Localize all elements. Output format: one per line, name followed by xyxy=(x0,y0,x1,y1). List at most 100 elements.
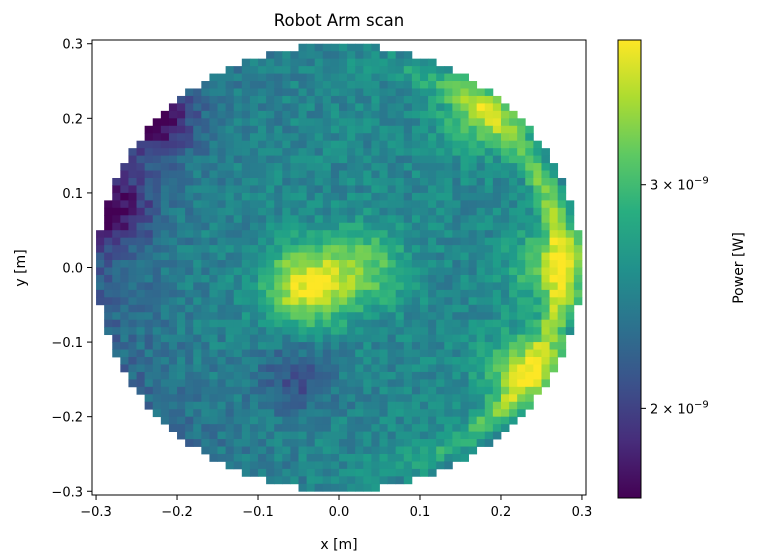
heatmap-cell xyxy=(266,476,275,485)
heatmap-cell xyxy=(193,88,202,97)
heatmap-cell xyxy=(452,81,461,89)
heatmap-cell xyxy=(395,95,405,104)
heatmap-cell xyxy=(314,327,324,336)
heatmap-cell xyxy=(209,342,218,350)
heatmap-cell xyxy=(492,140,502,149)
heatmap-cell xyxy=(363,334,372,343)
heatmap-cell xyxy=(258,319,267,328)
heatmap-cell xyxy=(371,148,380,157)
heatmap-cell xyxy=(185,334,194,343)
heatmap-cell xyxy=(258,163,267,171)
heatmap-cell xyxy=(209,312,218,321)
heatmap-cell xyxy=(476,148,486,157)
heatmap-cell xyxy=(290,51,299,60)
heatmap-cell xyxy=(371,200,380,209)
heatmap-cell xyxy=(411,73,421,82)
heatmap-cell xyxy=(509,379,518,388)
heatmap-cell xyxy=(476,207,486,216)
heatmap-cell xyxy=(233,312,243,321)
heatmap-cell xyxy=(160,327,170,336)
heatmap-cell xyxy=(525,319,534,328)
heatmap-cell xyxy=(266,163,275,171)
heatmap-cell xyxy=(144,230,154,239)
heatmap-cell xyxy=(314,185,324,194)
heatmap-cell xyxy=(298,200,308,209)
heatmap-cell xyxy=(314,453,324,462)
heatmap-cell xyxy=(168,103,178,112)
heatmap-cell xyxy=(266,177,275,186)
heatmap-cell xyxy=(452,401,461,410)
heatmap-cell xyxy=(371,274,380,283)
heatmap-cell xyxy=(411,319,421,328)
heatmap-cell xyxy=(452,207,461,216)
heatmap-cell xyxy=(217,401,227,410)
heatmap-cell xyxy=(241,155,251,164)
heatmap-cell xyxy=(525,274,534,283)
heatmap-cell xyxy=(282,222,291,231)
heatmap-cell xyxy=(233,424,243,432)
heatmap-cell xyxy=(355,200,364,209)
heatmap-cell xyxy=(444,327,453,336)
heatmap-cell xyxy=(177,342,186,350)
heatmap-cell xyxy=(347,58,356,67)
heatmap-cell xyxy=(274,118,283,127)
heatmap-cell xyxy=(201,133,210,142)
heatmap-cell xyxy=(241,58,251,67)
heatmap-cell xyxy=(274,200,283,209)
heatmap-cell xyxy=(233,170,243,179)
heatmap-cell xyxy=(322,230,332,239)
heatmap-cell xyxy=(379,304,388,313)
heatmap-cell xyxy=(533,349,542,358)
heatmap-cell xyxy=(330,200,340,209)
heatmap-cell xyxy=(136,140,146,149)
heatmap-cell xyxy=(484,431,494,440)
heatmap-cell xyxy=(258,170,267,179)
heatmap-cell xyxy=(363,483,372,492)
heatmap-cell xyxy=(225,453,235,462)
heatmap-cell xyxy=(217,282,227,291)
heatmap-cell xyxy=(379,260,388,268)
heatmap-cell xyxy=(266,81,275,89)
heatmap-cell xyxy=(209,252,218,261)
heatmap-cell xyxy=(419,73,429,82)
heatmap-cell xyxy=(168,140,178,149)
heatmap-cell xyxy=(282,327,291,336)
heatmap-cell xyxy=(314,431,324,440)
heatmap-cell xyxy=(177,177,186,186)
heatmap-cell xyxy=(419,222,429,231)
heatmap-cell xyxy=(363,177,372,186)
heatmap-cell xyxy=(436,125,445,134)
heatmap-cell xyxy=(177,260,186,268)
heatmap-cell xyxy=(492,342,502,350)
heatmap-cell xyxy=(128,379,137,388)
heatmap-cell xyxy=(120,215,129,224)
heatmap-cell xyxy=(371,342,380,350)
heatmap-cell xyxy=(436,192,445,201)
heatmap-cell xyxy=(411,103,421,112)
heatmap-cell xyxy=(363,416,372,425)
heatmap-cell xyxy=(509,386,518,395)
heatmap-cell xyxy=(225,185,235,194)
heatmap-cell xyxy=(517,357,526,365)
heatmap-cell xyxy=(249,409,259,418)
heatmap-cell xyxy=(533,207,542,216)
heatmap-cell xyxy=(411,453,421,462)
heatmap-cell xyxy=(136,364,146,373)
heatmap-cell xyxy=(525,148,534,157)
heatmap-cell xyxy=(120,304,129,313)
heatmap-cell xyxy=(233,461,243,470)
heatmap-cell xyxy=(387,357,397,365)
heatmap-cell xyxy=(517,371,526,380)
heatmap-cell xyxy=(330,95,340,104)
heatmap-cell xyxy=(371,133,380,142)
heatmap-cell xyxy=(339,349,348,358)
heatmap-cell xyxy=(128,304,137,313)
heatmap-cell xyxy=(355,304,364,313)
heatmap-cell xyxy=(347,88,356,97)
heatmap-cell xyxy=(209,103,218,112)
heatmap-cell xyxy=(209,394,218,403)
heatmap-cell xyxy=(241,439,251,447)
heatmap-cell xyxy=(549,267,559,276)
heatmap-cell xyxy=(436,88,445,97)
heatmap-cell xyxy=(306,207,316,216)
